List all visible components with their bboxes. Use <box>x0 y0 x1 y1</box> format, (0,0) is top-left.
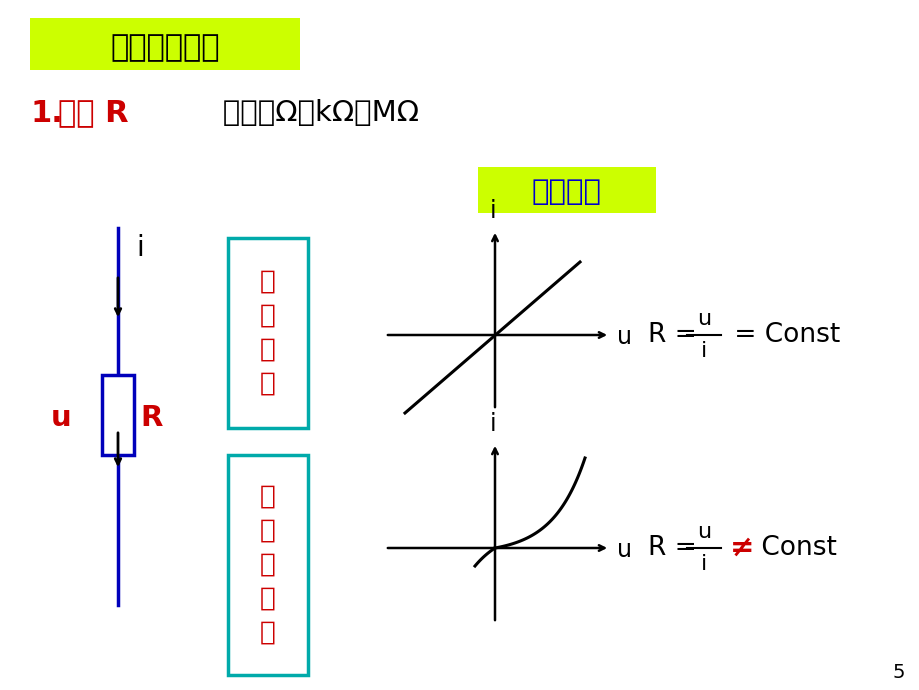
Text: R: R <box>140 404 162 432</box>
Bar <box>228 455 308 675</box>
Text: 1.: 1. <box>30 99 62 128</box>
Text: i: i <box>489 199 495 223</box>
Text: ≠: ≠ <box>729 534 754 562</box>
Text: i: i <box>489 412 495 436</box>
Text: u: u <box>617 325 631 349</box>
Text: i: i <box>700 341 707 361</box>
Text: 电阻 R: 电阻 R <box>58 99 129 128</box>
Bar <box>30 18 300 70</box>
Bar <box>102 375 134 455</box>
Text: 伏安特性: 伏安特性 <box>531 178 601 206</box>
Text: 非
线
性
电
阻: 非 线 性 电 阻 <box>260 484 276 646</box>
Bar <box>478 167 655 213</box>
Text: u: u <box>617 538 631 562</box>
Text: u: u <box>697 309 710 329</box>
Text: i: i <box>136 234 143 262</box>
Text: 理想电路元件: 理想电路元件 <box>110 34 220 63</box>
Text: R =: R = <box>647 535 704 561</box>
Bar <box>228 238 308 428</box>
Text: R =: R = <box>647 322 704 348</box>
Text: = Const: = Const <box>725 322 839 348</box>
Text: 线
性
电
阻: 线 性 电 阻 <box>260 269 276 397</box>
Text: u: u <box>697 522 710 542</box>
Text: 5: 5 <box>891 662 904 682</box>
Text: 单位：Ω、kΩ、MΩ: 单位：Ω、kΩ、MΩ <box>195 99 418 127</box>
Text: Const: Const <box>752 535 836 561</box>
Text: i: i <box>700 554 707 574</box>
Text: u: u <box>51 404 72 432</box>
